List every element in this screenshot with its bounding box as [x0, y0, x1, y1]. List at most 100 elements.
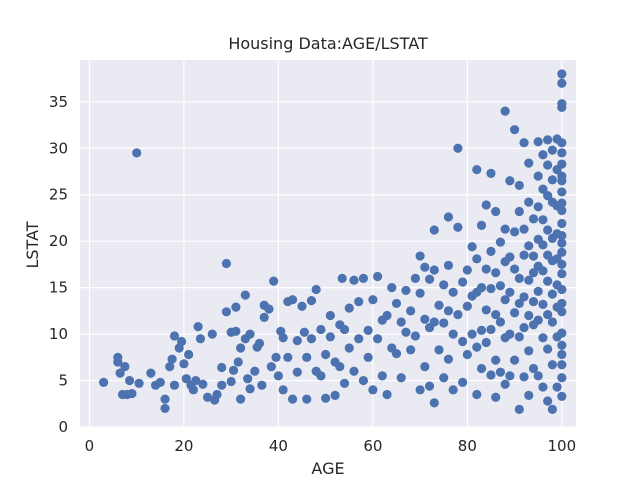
data-point: [420, 362, 430, 372]
data-point: [557, 298, 567, 309]
data-point: [458, 377, 468, 388]
data-point: [226, 376, 236, 387]
data-point: [344, 303, 354, 313]
data-point: [217, 380, 227, 390]
data-point: [240, 290, 250, 300]
y-tick-label: 0: [58, 418, 68, 436]
data-point: [557, 269, 567, 279]
data-point: [429, 265, 439, 275]
data-point: [505, 252, 515, 262]
data-point: [557, 138, 567, 148]
data-point: [354, 296, 364, 307]
data-point: [283, 352, 293, 362]
data-point: [125, 375, 135, 386]
data-point: [429, 317, 439, 327]
data-point: [202, 392, 213, 402]
data-point: [292, 335, 302, 346]
data-point: [373, 334, 383, 344]
data-point: [500, 224, 510, 234]
data-point: [382, 310, 392, 321]
data-point: [424, 274, 435, 284]
data-point: [491, 206, 501, 217]
data-point: [467, 329, 477, 339]
data-point: [538, 299, 548, 309]
data-point: [547, 175, 557, 185]
data-point: [236, 343, 246, 353]
data-point: [160, 394, 170, 404]
data-point: [476, 325, 487, 335]
data-point: [231, 326, 241, 336]
data-point: [538, 240, 548, 250]
data-point: [486, 246, 496, 256]
data-point: [363, 325, 373, 335]
y-tick-label: 35: [49, 93, 68, 111]
data-point: [519, 138, 529, 148]
data-point: [524, 390, 534, 401]
data-point: [373, 271, 383, 282]
data-point: [505, 176, 515, 186]
data-point: [500, 106, 510, 116]
data-points: [99, 69, 567, 414]
data-point: [519, 224, 529, 234]
data-point: [401, 327, 411, 337]
data-point: [486, 324, 496, 335]
data-point: [491, 309, 501, 320]
data-point: [557, 205, 567, 216]
data-point: [462, 301, 472, 311]
data-point: [269, 276, 279, 286]
data-point: [476, 363, 487, 374]
x-tick-label: 0: [85, 437, 95, 455]
data-point: [217, 362, 227, 373]
data-point: [325, 310, 335, 321]
data-point: [533, 315, 543, 325]
data-point: [538, 333, 548, 343]
data-point: [495, 317, 506, 327]
data-point: [169, 331, 180, 341]
y-axis-label: LSTAT: [23, 221, 42, 268]
data-point: [509, 227, 520, 237]
data-point: [514, 404, 524, 414]
data-point: [287, 394, 298, 404]
data-point: [514, 298, 524, 309]
data-point: [368, 295, 378, 305]
data-point: [207, 329, 217, 339]
data-point: [472, 389, 482, 400]
data-point: [127, 388, 137, 399]
data-point: [287, 295, 298, 305]
data-point: [509, 355, 520, 365]
data-point: [514, 332, 524, 342]
data-point: [472, 165, 482, 175]
data-point: [514, 206, 524, 217]
data-point: [547, 404, 557, 414]
data-point: [339, 378, 350, 388]
data-point: [198, 379, 208, 389]
data-point: [509, 308, 520, 318]
data-point: [233, 357, 243, 367]
data-point: [519, 372, 529, 382]
data-point: [462, 265, 472, 275]
x-tick-label: 100: [548, 437, 577, 455]
data-point: [439, 373, 449, 383]
data-point: [467, 242, 477, 252]
data-point: [415, 251, 425, 261]
data-point: [257, 380, 267, 390]
data-point: [113, 357, 123, 367]
data-point: [443, 212, 454, 222]
data-point: [299, 327, 309, 337]
data-point: [557, 78, 567, 88]
y-tick-label: 10: [49, 325, 68, 343]
data-point: [245, 384, 255, 394]
data-point: [250, 366, 260, 376]
data-point: [330, 390, 340, 401]
data-point: [120, 362, 130, 372]
x-tick-label: 80: [458, 437, 477, 455]
data-point: [557, 360, 567, 370]
data-point: [453, 309, 463, 320]
x-tick-label: 20: [174, 437, 193, 455]
data-point: [472, 342, 482, 352]
data-point: [302, 394, 312, 404]
data-point: [424, 381, 435, 391]
data-point: [524, 310, 534, 321]
data-point: [557, 238, 567, 248]
